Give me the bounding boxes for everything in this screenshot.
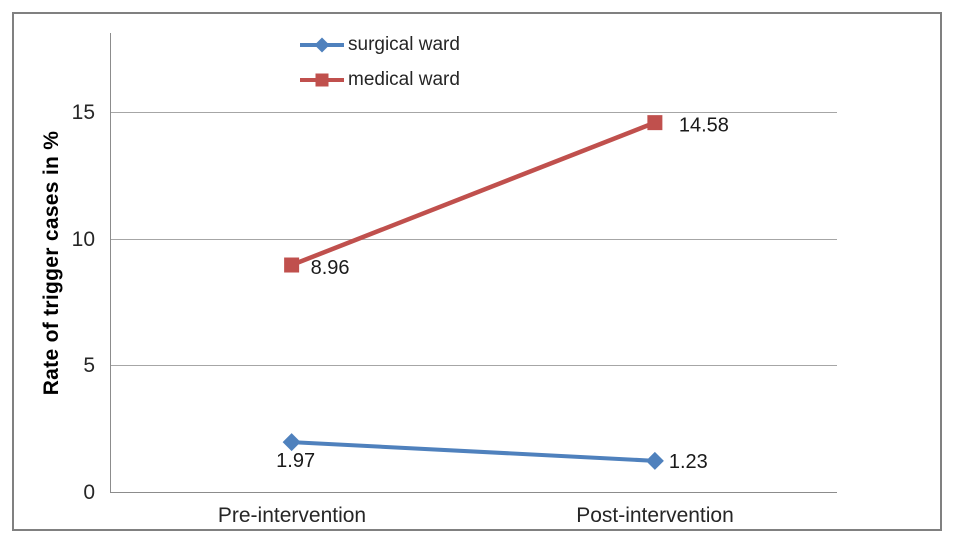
legend: surgical ward medical ward: [299, 31, 460, 101]
y-tick-label-0: 0: [83, 481, 95, 504]
y-axis-line: [110, 33, 111, 493]
series-line-surgical-ward: [291, 440, 655, 463]
legend-item-medical-ward: medical ward: [299, 66, 460, 94]
x-axis-line: [110, 492, 837, 493]
data-label-surgical-ward-1: 1.23: [669, 451, 708, 473]
gridline-y-5: [110, 365, 837, 366]
y-tick-label-5: 5: [83, 354, 95, 377]
legend-label-medical-ward: medical ward: [348, 69, 460, 90]
gridline-y-10: [110, 239, 837, 240]
series-line-medical-ward: [290, 120, 656, 268]
y-tick-label-10: 10: [71, 228, 95, 251]
data-point-medical-ward-0: [284, 257, 300, 273]
x-category-label-post: Post-intervention: [576, 504, 734, 527]
data-point-surgical-ward-1: [645, 451, 664, 470]
legend-item-surgical-ward: surgical ward: [299, 31, 460, 59]
data-point-surgical-ward-0: [282, 433, 301, 452]
chart-outer-border: [12, 12, 942, 531]
medical-ward-line-square-swatch-icon: [300, 73, 344, 87]
data-label-medical-ward-0: 8.96: [311, 257, 350, 279]
data-point-medical-ward-1: [647, 115, 663, 131]
data-label-medical-ward-1: 14.58: [679, 115, 729, 137]
surgical-ward-line-diamond-swatch-icon: [300, 37, 344, 53]
data-label-surgical-ward-0: 1.97: [276, 450, 315, 472]
gridline-y-15: [110, 112, 837, 113]
x-category-label-pre: Pre-intervention: [217, 504, 367, 527]
y-tick-label-15: 15: [71, 101, 95, 124]
legend-label-surgical-ward: surgical ward: [348, 34, 460, 55]
